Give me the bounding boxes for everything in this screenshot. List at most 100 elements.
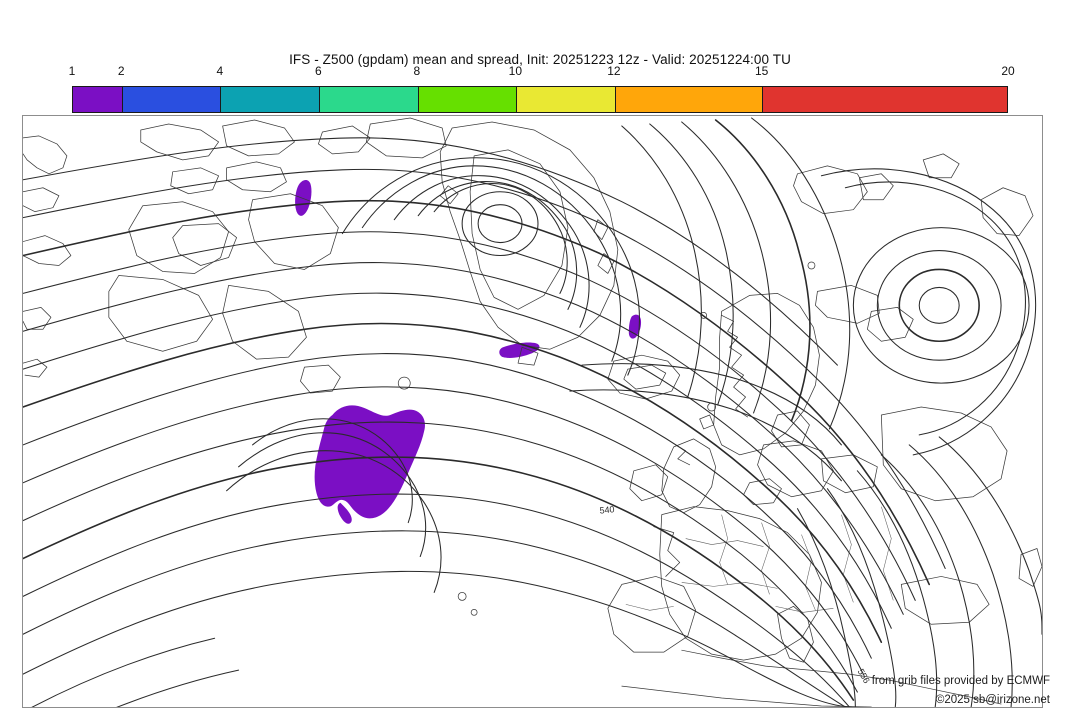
colorbar-tick-8: 8 <box>413 64 421 78</box>
contour-line-arctic-4 <box>714 119 811 422</box>
colorbar-tick-2: 2 <box>117 64 125 78</box>
contour-line-eur-2 <box>908 444 1013 707</box>
contour-line-trough-3 <box>226 450 442 593</box>
coastline-small-island-atlantic <box>397 376 411 390</box>
coastline-greenland-fjords-w <box>439 185 459 205</box>
colorbar-tick-12: 12 <box>607 64 621 78</box>
contour-line-low-outer-2 <box>361 165 622 362</box>
contour-line-arctic-5 <box>751 117 851 430</box>
coastline-europe-west <box>659 506 822 661</box>
colorbar-segment-10-12 <box>516 87 615 112</box>
coastline-russia-plain <box>880 406 1008 502</box>
colorbar-segment-4-6 <box>220 87 319 112</box>
colorbar-segment-1-2 <box>73 87 122 112</box>
contour-line-atl-14 <box>23 137 838 366</box>
coastline-black-sea <box>900 576 990 625</box>
contour-line-eur-4 <box>856 470 938 707</box>
coastline-greenland-inner-1 <box>469 149 569 310</box>
coastline-novaya-zemlya <box>980 187 1034 236</box>
coastline-canadian-arctic-2 <box>222 119 295 157</box>
coastline-scotland-detail <box>675 444 691 466</box>
contour-line-atl-1 <box>23 570 852 707</box>
coastline-left-edge-c <box>23 306 52 330</box>
coastline-france-atlantic <box>653 526 681 577</box>
coastline-iberia-west <box>23 135 68 175</box>
contour-line-eur-3 <box>938 436 1042 635</box>
contour-line-low-outer-1 <box>341 157 640 376</box>
coastline-left-edge-b <box>23 235 72 266</box>
colorbar-tick-labels: 1 2 4 6 8 10 12 15 20 <box>68 64 1015 82</box>
coastline-ireland <box>629 464 669 502</box>
contour-line-atl-11 <box>23 231 916 601</box>
colorbar-tick-10: 10 <box>508 64 523 78</box>
coastline-hudson-bay <box>172 223 237 266</box>
contour-line-atl-6 <box>23 386 864 675</box>
colorbar-tick-15: 15 <box>754 64 769 78</box>
coastline-iberia <box>607 576 697 653</box>
colorbar-segment-2-4 <box>121 87 221 112</box>
coastline-canadian-arctic-3 <box>226 161 287 193</box>
contour-line-atl-5 <box>23 421 858 693</box>
coastline-denmark <box>743 478 782 506</box>
border-line-5 <box>801 534 816 611</box>
coastline-canadian-arctic-1 <box>140 123 219 161</box>
border-line-6 <box>841 514 854 603</box>
border-line-3 <box>685 538 764 547</box>
contour-line-atl-7 <box>23 353 872 659</box>
coastline-norway-coast-detail <box>721 314 748 418</box>
coastline-great-britain <box>661 438 717 514</box>
colorbar-segment-6-8 <box>318 87 418 112</box>
contour-line-atl-2 <box>23 530 846 707</box>
contour-line-ne-1 <box>581 363 842 446</box>
coastline-labrador <box>222 285 307 360</box>
political-border-layer <box>625 506 894 613</box>
contour-label-556: 556 <box>856 667 872 685</box>
border-line-9 <box>625 604 674 611</box>
contour-line-sw-2 <box>116 669 240 707</box>
coastline-left-edge-d <box>23 358 48 378</box>
coastline-greenland <box>439 121 619 350</box>
contour-line-arctic-3 <box>681 121 772 414</box>
chart-title: IFS - Z500 (gpdam) mean and spread, Init… <box>289 52 791 67</box>
coastline-scandinavia <box>713 293 820 456</box>
map-canvas: 540 556 <box>23 117 1042 707</box>
contour-line-barents-core <box>918 286 960 324</box>
colorbar-segment-15-20 <box>762 87 1008 112</box>
contour-line-atl-13 <box>23 168 946 569</box>
contour-line-low-ring-3 <box>433 183 568 294</box>
contour-line-barents-ring-1 <box>852 227 1030 384</box>
contour-line-atl-8 <box>23 322 883 644</box>
coastline-franz-josef <box>922 153 960 179</box>
colorbar-tick-20: 20 <box>1001 64 1015 78</box>
contour-line-atl-10 <box>23 262 904 615</box>
colorbar-tick-1: 1 <box>68 64 76 78</box>
coastline-caspian <box>1018 548 1042 587</box>
contour-line-barents-ring-2 <box>876 250 1002 361</box>
coastline-white-sea <box>866 306 914 342</box>
contour-label-540: 540 <box>599 504 615 516</box>
contour-line-eur-1 <box>880 454 975 707</box>
coastline-canada-south <box>108 275 214 352</box>
contour-line-eur-6 <box>796 508 856 707</box>
contour-line-atl-3 <box>23 493 850 707</box>
coastline-ellesmere <box>365 117 447 159</box>
coastline-left-edge-a <box>23 187 60 213</box>
coastline-mediterranean <box>681 649 1002 705</box>
coastline-svalbard-east <box>858 173 894 201</box>
coastline-jan-mayen <box>700 311 708 319</box>
contour-line-trough-2 <box>238 432 427 558</box>
coastline-small-island-azores-2 <box>470 608 478 616</box>
border-line-8 <box>775 606 834 613</box>
coastline-newfoundland <box>300 364 341 394</box>
coastline-greenland-south-tip <box>517 346 539 366</box>
coastline-iceland <box>607 354 681 400</box>
contour-line-barents-outer-2 <box>844 181 1026 436</box>
coastline-canadian-arctic-4 <box>170 167 219 195</box>
contour-line-atl-4 <box>23 456 855 701</box>
contour-line-barents-outer-1 <box>820 168 1037 456</box>
colorbar-segment-12-15 <box>614 87 763 112</box>
contour-line-eur-5 <box>826 488 897 707</box>
coastline-north-africa <box>621 685 872 707</box>
contour-line-low-ring-1 <box>393 175 590 328</box>
